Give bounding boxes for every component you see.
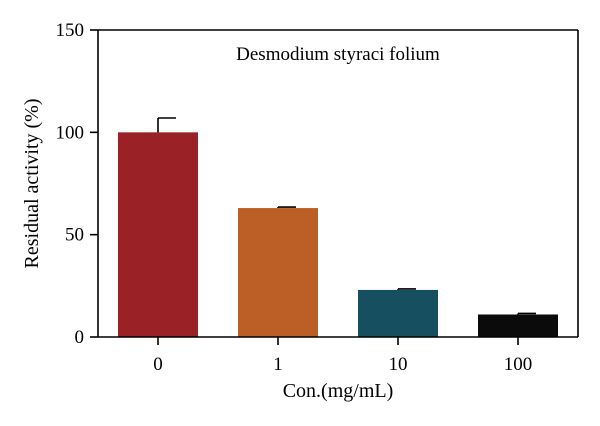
error-bar: [157, 117, 176, 133]
error-bar: [277, 206, 296, 209]
error-bars: [157, 117, 536, 315]
y-tick-label: 50: [65, 225, 84, 246]
x-tick-label: 100: [504, 354, 533, 375]
x-ticks: 0 1 10 100: [153, 337, 532, 375]
chart-title: Desmodium styraci folium: [236, 44, 440, 65]
y-tick-label: 100: [56, 122, 85, 143]
x-tick-label: 1: [273, 354, 283, 375]
error-bar: [397, 288, 416, 290]
bar: [358, 289, 438, 337]
x-axis-title: Con.(mg/mL): [283, 380, 394, 402]
bar: [238, 208, 318, 337]
y-tick-label: 0: [75, 327, 85, 348]
y-tick-label: 150: [56, 20, 85, 41]
axes: [97, 29, 579, 338]
y-ticks: 0 50 100 150: [56, 20, 98, 348]
x-tick-label: 0: [153, 354, 163, 375]
bar: [478, 314, 558, 337]
x-tick-label: 10: [389, 354, 408, 375]
y-axis-title: Residual activity (%): [21, 99, 43, 269]
bars: [118, 132, 558, 337]
error-bar: [517, 312, 536, 315]
bar: [118, 132, 198, 337]
